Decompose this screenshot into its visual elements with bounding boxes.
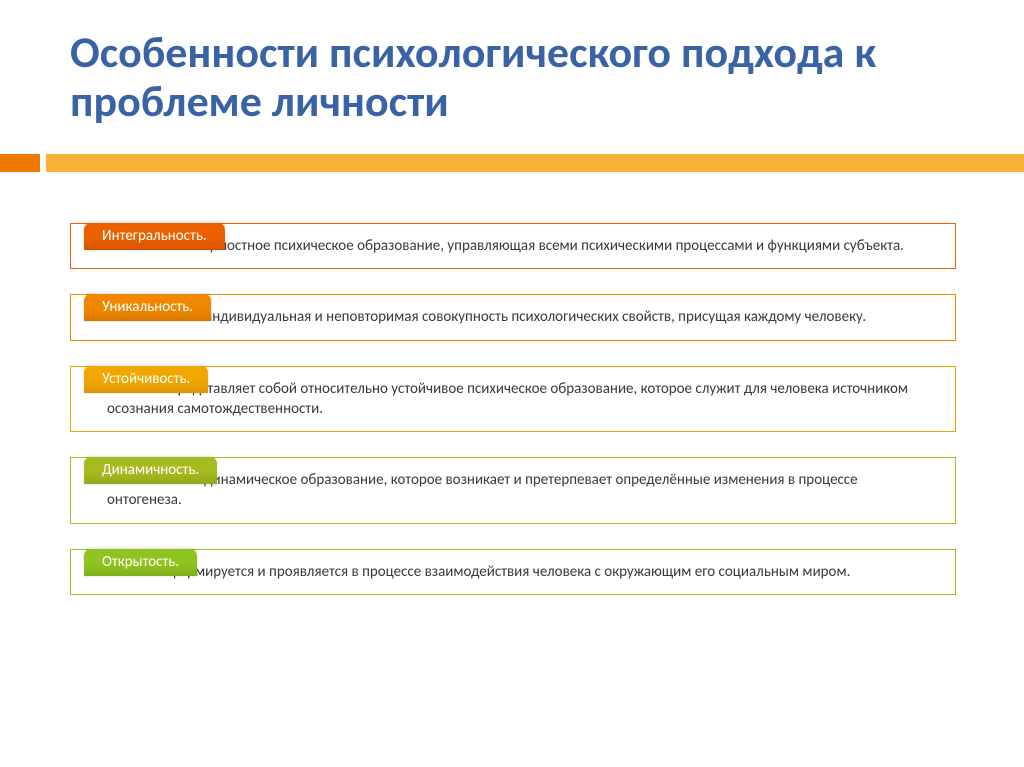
divider-square bbox=[0, 154, 40, 172]
divider-bar bbox=[0, 154, 1024, 172]
slide: Особенности психологического подхода к п… bbox=[0, 0, 1024, 767]
feature-block-2: Уникальность. • Личность – это индивидуа… bbox=[70, 294, 956, 340]
content-area: Интегральность. • Личность – это целостн… bbox=[70, 198, 956, 610]
feature-tab-1: Интегральность. bbox=[84, 223, 225, 250]
feature-bullet-4: • Личность – это динамическое образовани… bbox=[93, 470, 933, 511]
feature-body-2: Личность – это индивидуальная и неповтор… bbox=[107, 307, 866, 327]
feature-block-4: Динамичность. • Личность – это динамичес… bbox=[70, 457, 956, 524]
feature-block-1: Интегральность. • Личность – это целостн… bbox=[70, 223, 956, 269]
feature-bullet-2: • Личность – это индивидуальная и неповт… bbox=[93, 307, 933, 327]
feature-body-3: Личность представляет собой относительно… bbox=[107, 379, 933, 420]
divider-strip bbox=[46, 154, 1024, 172]
feature-block-5: Открытость. • Личность формируется и про… bbox=[70, 549, 956, 595]
feature-bullet-3: • Личность представляет собой относитель… bbox=[93, 379, 933, 420]
feature-body-4: Личность – это динамическое образование,… bbox=[107, 470, 933, 511]
feature-block-3: Устойчивость. • Личность представляет со… bbox=[70, 366, 956, 433]
slide-title: Особенности психологического подхода к п… bbox=[70, 28, 950, 127]
feature-tab-4: Динамичность. bbox=[84, 457, 217, 484]
feature-tab-5: Открытость. bbox=[84, 549, 197, 576]
feature-box-5: • Личность формируется и проявляется в п… bbox=[70, 549, 956, 595]
feature-body-5: Личность формируется и проявляется в про… bbox=[107, 562, 850, 582]
feature-tab-3: Устойчивость. bbox=[84, 366, 208, 393]
feature-bullet-5: • Личность формируется и проявляется в п… bbox=[93, 562, 933, 582]
feature-tab-2: Уникальность. bbox=[84, 294, 211, 321]
feature-body-1: Личность – это целостное психическое обр… bbox=[107, 236, 904, 256]
